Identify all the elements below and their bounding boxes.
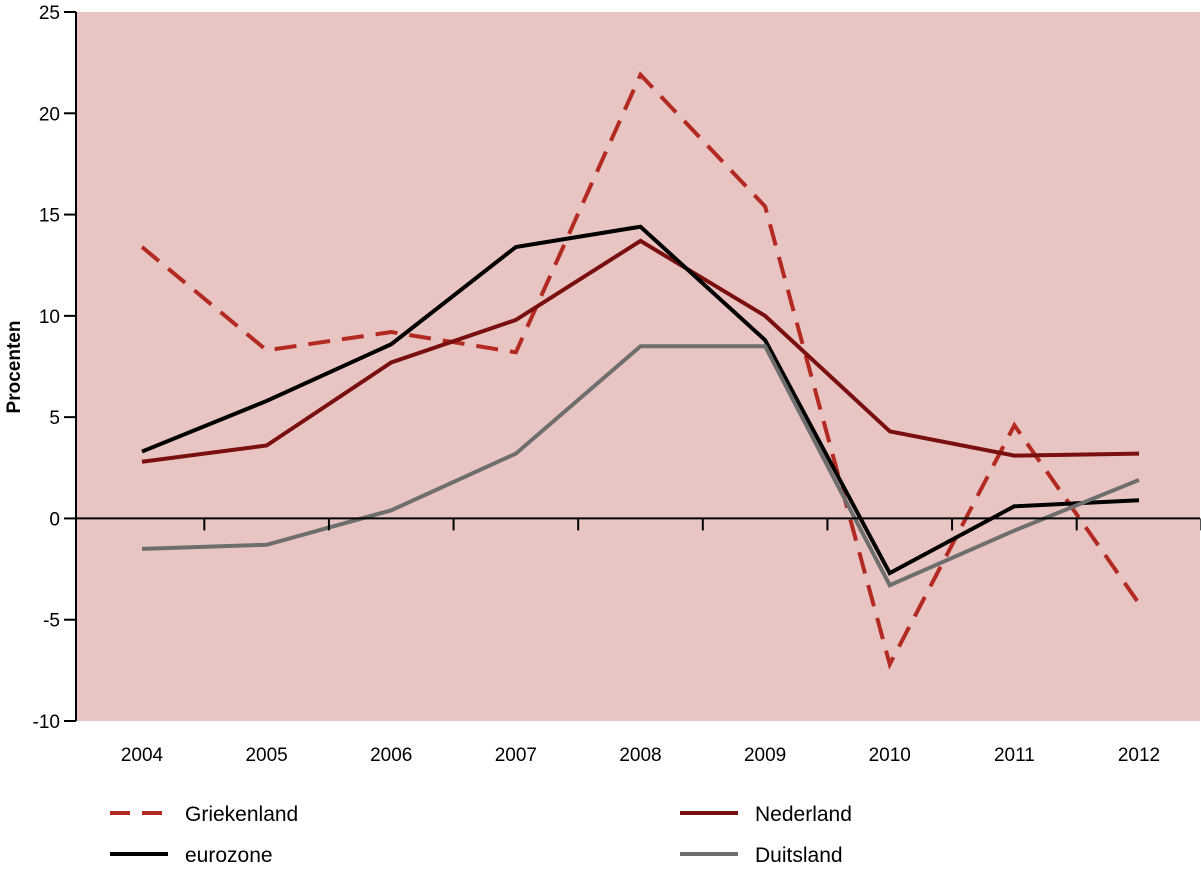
x-tick-label: 2011 — [994, 745, 1035, 766]
x-tick-label: 2006 — [370, 745, 412, 766]
y-tick-label: 20 — [39, 104, 60, 125]
legend-label: eurozone — [185, 844, 273, 867]
legend-label: Nederland — [755, 803, 852, 826]
x-tick-label: 2010 — [869, 745, 911, 766]
x-tick-label: 2007 — [495, 745, 537, 766]
legend-item-duitsland: Duitsland — [680, 844, 843, 867]
series-line-eurozone — [141, 224, 1140, 576]
series-line-griekenland — [140, 71, 1141, 670]
y-tick-label: 25 — [39, 3, 60, 24]
y-tick-label: -5 — [43, 611, 60, 632]
x-tick-label: 2004 — [121, 745, 164, 766]
plot-background — [76, 12, 1200, 721]
x-tick-label: 2012 — [1118, 745, 1160, 766]
series-line-duitsland — [141, 344, 1140, 588]
series-line-nederland — [141, 238, 1140, 464]
legend-item-griekenland: Griekenland — [110, 803, 298, 826]
legend-label: Duitsland — [755, 844, 843, 867]
y-tick-label: 5 — [49, 408, 60, 429]
y-tick-label: 10 — [39, 307, 60, 328]
y-axis-label: Procenten — [4, 321, 25, 414]
x-tick-label: 2005 — [245, 745, 287, 766]
legend-label: Griekenland — [185, 803, 298, 826]
legend-item-eurozone: eurozone — [110, 844, 273, 867]
y-tick-label: -10 — [33, 712, 60, 733]
y-tick-label: 15 — [39, 206, 60, 227]
legend-item-nederland: Nederland — [680, 803, 852, 826]
y-tick-label: 0 — [49, 509, 60, 530]
x-tick-label: 2008 — [619, 745, 661, 766]
x-tick-label: 2009 — [744, 745, 786, 766]
